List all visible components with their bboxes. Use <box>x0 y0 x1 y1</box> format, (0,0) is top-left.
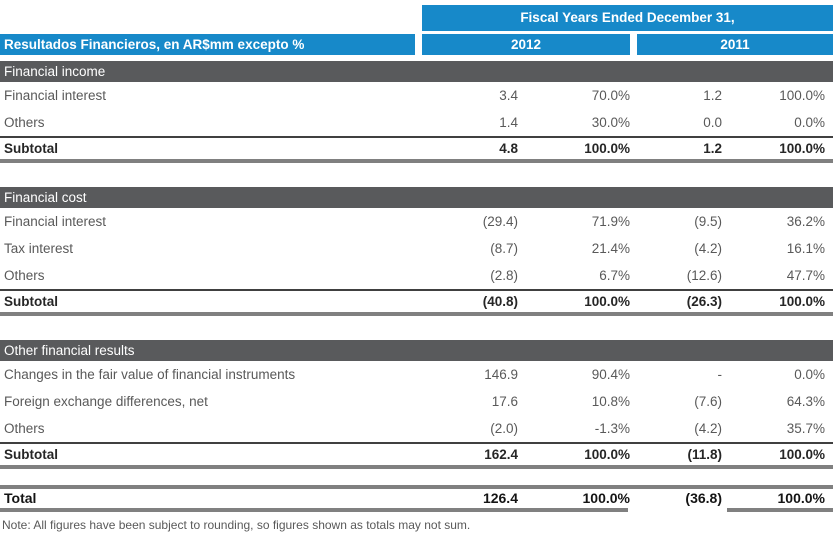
total-row: Total 126.4 100.0% (36.8) 100.0% <box>0 485 833 512</box>
percent-cell-2011: 64.3% <box>786 394 825 409</box>
percent-cell-2011: 100.0% <box>779 141 825 156</box>
section-header-row: Financial cost <box>0 187 833 208</box>
percent-cell-2012: 71.9% <box>591 214 630 229</box>
table-header-row-columns: Resultados Financieros, en AR$mm excepto… <box>0 34 833 55</box>
percent-cell-2011: 100.0% <box>779 447 825 462</box>
section-title: Financial income <box>0 61 833 82</box>
subtotal-label: Subtotal <box>4 447 58 462</box>
table-row: Changes in the fair value of financial i… <box>0 361 833 388</box>
section-other-financial-results: Other financial results Changes in the f… <box>0 340 833 469</box>
year-2012-header: 2012 <box>422 34 630 55</box>
percent-cell-2011: 36.2% <box>786 214 825 229</box>
section-financial-cost: Financial cost Financial interest (29.4)… <box>0 187 833 316</box>
percent-cell-2012: 100.0% <box>584 141 630 156</box>
percent-cell-2011: 0.0% <box>794 115 825 130</box>
percent-cell-2012: 100.0% <box>582 490 630 506</box>
table-row: Others (2.8) 6.7% (12.6) 47.7% <box>0 262 833 289</box>
table-header-row-years: Fiscal Years Ended December 31, <box>0 5 833 31</box>
subtotal-row: Subtotal 4.8 100.0% 1.2 100.0% <box>0 136 833 163</box>
value-cell-2012: 4.8 <box>499 141 518 156</box>
year-2011-header: 2011 <box>637 34 833 55</box>
percent-cell-2011: 35.7% <box>786 421 825 436</box>
percent-cell-2011: 100.0% <box>779 88 825 103</box>
value-cell-2012: 126.4 <box>482 490 518 506</box>
row-label: Changes in the fair value of financial i… <box>4 367 296 382</box>
table-row: Financial interest 3.4 70.0% 1.2 100.0% <box>0 82 833 109</box>
subtotal-row: Subtotal 162.4 100.0% (11.8) 100.0% <box>0 442 833 469</box>
value-cell-2012: 3.4 <box>499 88 518 103</box>
percent-cell-2012: 70.0% <box>591 88 630 103</box>
value-cell-2011: (26.3) <box>686 294 722 309</box>
value-cell-2012: 162.4 <box>484 447 518 462</box>
row-label: Others <box>4 268 45 283</box>
value-cell-2011: 1.2 <box>703 141 722 156</box>
value-cell-2011: (4.2) <box>694 421 722 436</box>
table-title: Resultados Financieros, en AR$mm excepto… <box>0 34 415 55</box>
section-title: Other financial results <box>0 340 833 361</box>
value-cell-2011: (4.2) <box>694 241 722 256</box>
value-cell-2011: (9.5) <box>694 214 722 229</box>
value-cell-2012: 1.4 <box>499 115 518 130</box>
value-cell-2012: (40.8) <box>482 294 518 309</box>
percent-cell-2011: 100.0% <box>779 294 825 309</box>
footnote: Note: All figures have been subject to r… <box>2 518 471 532</box>
subtotal-label: Subtotal <box>4 294 58 309</box>
percent-cell-2012: 100.0% <box>584 294 630 309</box>
fiscal-years-header: Fiscal Years Ended December 31, <box>422 5 833 31</box>
total-label: Total <box>4 490 37 506</box>
value-cell-2011: (11.8) <box>687 447 722 462</box>
table-row: Financial interest (29.4) 71.9% (9.5) 36… <box>0 208 833 235</box>
percent-cell-2011: 47.7% <box>786 268 825 283</box>
table-row: Others 1.4 30.0% 0.0 0.0% <box>0 109 833 136</box>
section-header-row: Other financial results <box>0 340 833 361</box>
value-cell-2012: 146.9 <box>484 367 518 382</box>
subtotal-row: Subtotal (40.8) 100.0% (26.3) 100.0% <box>0 289 833 316</box>
row-label: Financial interest <box>4 214 107 229</box>
section-financial-income: Financial income Financial interest 3.4 … <box>0 61 833 163</box>
percent-cell-2012: 10.8% <box>591 394 630 409</box>
table-row: Foreign exchange differences, net 17.6 1… <box>0 388 833 415</box>
value-cell-2011: (36.8) <box>628 489 727 512</box>
value-cell-2012: (2.0) <box>490 421 518 436</box>
row-label: Tax interest <box>4 241 74 256</box>
section-header-row: Financial income <box>0 61 833 82</box>
table-row: Others (2.0) -1.3% (4.2) 35.7% <box>0 415 833 442</box>
value-cell-2012: (29.4) <box>482 214 518 229</box>
value-cell-2012: (2.8) <box>490 268 518 283</box>
value-cell-2012: (8.7) <box>490 241 518 256</box>
percent-cell-2012: 30.0% <box>591 115 630 130</box>
value-cell-2011: (7.6) <box>694 394 722 409</box>
row-label: Financial interest <box>4 88 107 103</box>
percent-cell-2012: -1.3% <box>594 421 630 436</box>
percent-cell-2012: 100.0% <box>584 447 630 462</box>
value-cell-2011: - <box>717 367 723 382</box>
percent-cell-2012: 90.4% <box>591 367 630 382</box>
percent-cell-2012: 21.4% <box>591 241 630 256</box>
percent-cell-2011: 0.0% <box>794 367 825 382</box>
percent-cell-2011: 16.1% <box>786 241 825 256</box>
subtotal-label: Subtotal <box>4 141 58 156</box>
row-label: Others <box>4 421 45 436</box>
value-cell-2011: 0.0 <box>703 115 722 130</box>
table-row: Tax interest (8.7) 21.4% (4.2) 16.1% <box>0 235 833 262</box>
value-cell-2012: 17.6 <box>491 394 518 409</box>
section-title: Financial cost <box>0 187 833 208</box>
percent-cell-2012: 6.7% <box>599 268 630 283</box>
row-label: Others <box>4 115 45 130</box>
value-cell-2011: 1.2 <box>703 88 722 103</box>
row-label: Foreign exchange differences, net <box>4 394 208 409</box>
percent-cell-2011: 100.0% <box>777 490 825 506</box>
value-cell-2011: (12.6) <box>686 268 722 283</box>
